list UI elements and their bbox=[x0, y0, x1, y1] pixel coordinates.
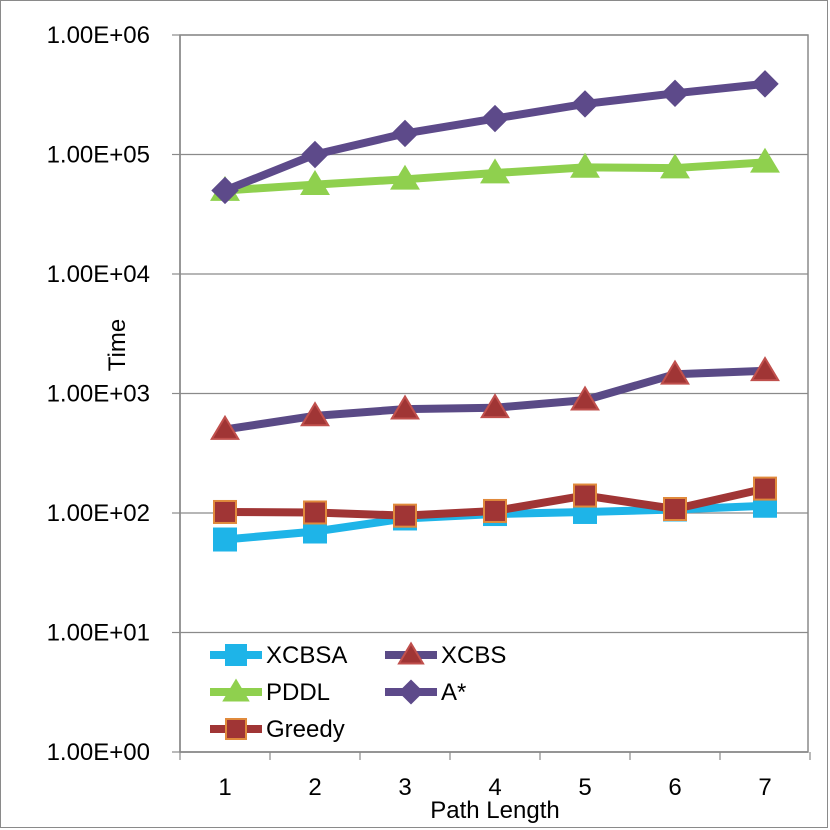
data-point bbox=[210, 414, 240, 440]
data-point bbox=[573, 483, 597, 508]
series-greedy bbox=[213, 476, 777, 528]
series-xcbs bbox=[210, 356, 780, 440]
legend-item: A* bbox=[385, 679, 466, 706]
series-pddl bbox=[210, 147, 780, 201]
data-point bbox=[570, 385, 600, 411]
data-point bbox=[300, 401, 330, 427]
data-point bbox=[390, 164, 420, 190]
data-point bbox=[570, 152, 600, 178]
data-point bbox=[391, 119, 419, 148]
y-tick-label: 1.00E+05 bbox=[47, 142, 150, 169]
y-tick-label: 1.00E+01 bbox=[47, 620, 150, 647]
legend-label: XCBS bbox=[441, 642, 506, 669]
axes: 1.00E+00 1.00E+01 1.00E+02 1.00E+03 1.00E+04… bbox=[47, 22, 811, 801]
legend-label: Greedy bbox=[266, 716, 345, 743]
data-point bbox=[393, 503, 417, 528]
data-point bbox=[300, 169, 330, 195]
x-tick-label: 1 bbox=[218, 774, 231, 801]
legend-item: XCBSA bbox=[210, 642, 347, 669]
legend: XCBSA XCBS PDDL A* Greedy bbox=[210, 641, 506, 743]
x-tick-label: 4 bbox=[488, 774, 501, 801]
legend-item: Greedy bbox=[210, 716, 345, 743]
x-tick-label: 2 bbox=[308, 774, 321, 801]
y-tick-label: 1.00E+00 bbox=[47, 739, 150, 766]
data-point bbox=[571, 90, 599, 118]
x-tick-label: 7 bbox=[758, 774, 771, 801]
legend-item: XCBS bbox=[385, 641, 506, 669]
data-point bbox=[301, 140, 329, 169]
data-point bbox=[390, 394, 420, 420]
data-point bbox=[661, 79, 689, 108]
data-point bbox=[751, 70, 779, 98]
x-axis-title: Path Length bbox=[430, 797, 559, 824]
data-point bbox=[750, 147, 780, 173]
legend-marker bbox=[397, 641, 425, 665]
series-a bbox=[211, 70, 779, 205]
y-tick-label: 1.00E+06 bbox=[47, 22, 150, 49]
data-point bbox=[211, 176, 239, 205]
data-point bbox=[660, 359, 690, 385]
data-point bbox=[481, 104, 509, 133]
y-axis-title: Time bbox=[104, 319, 131, 371]
data-point bbox=[480, 158, 510, 184]
legend-marker bbox=[398, 679, 424, 705]
data-point bbox=[663, 497, 687, 522]
data-point bbox=[213, 527, 237, 552]
data-point bbox=[483, 498, 507, 523]
data-point bbox=[480, 393, 510, 419]
data-point bbox=[303, 500, 327, 525]
data-point bbox=[660, 153, 690, 179]
y-tick-label: 1.00E+04 bbox=[47, 261, 150, 288]
legend-marker bbox=[225, 718, 247, 740]
data-point bbox=[213, 499, 237, 524]
data-point bbox=[750, 356, 780, 382]
legend-label: A* bbox=[441, 679, 466, 706]
legend-label: XCBSA bbox=[266, 642, 347, 669]
x-tick-label: 6 bbox=[668, 774, 681, 801]
legend-item: PDDL bbox=[210, 678, 330, 706]
y-tick-label: 1.00E+03 bbox=[47, 381, 150, 408]
legend-marker bbox=[225, 644, 247, 666]
x-tick-label: 5 bbox=[578, 774, 591, 801]
legend-label: PDDL bbox=[266, 679, 330, 706]
data-point bbox=[753, 476, 777, 501]
legend-marker bbox=[222, 678, 250, 702]
series bbox=[210, 70, 780, 552]
y-tick-label: 1.00E+02 bbox=[47, 500, 150, 527]
x-tick-label: 3 bbox=[398, 774, 411, 801]
